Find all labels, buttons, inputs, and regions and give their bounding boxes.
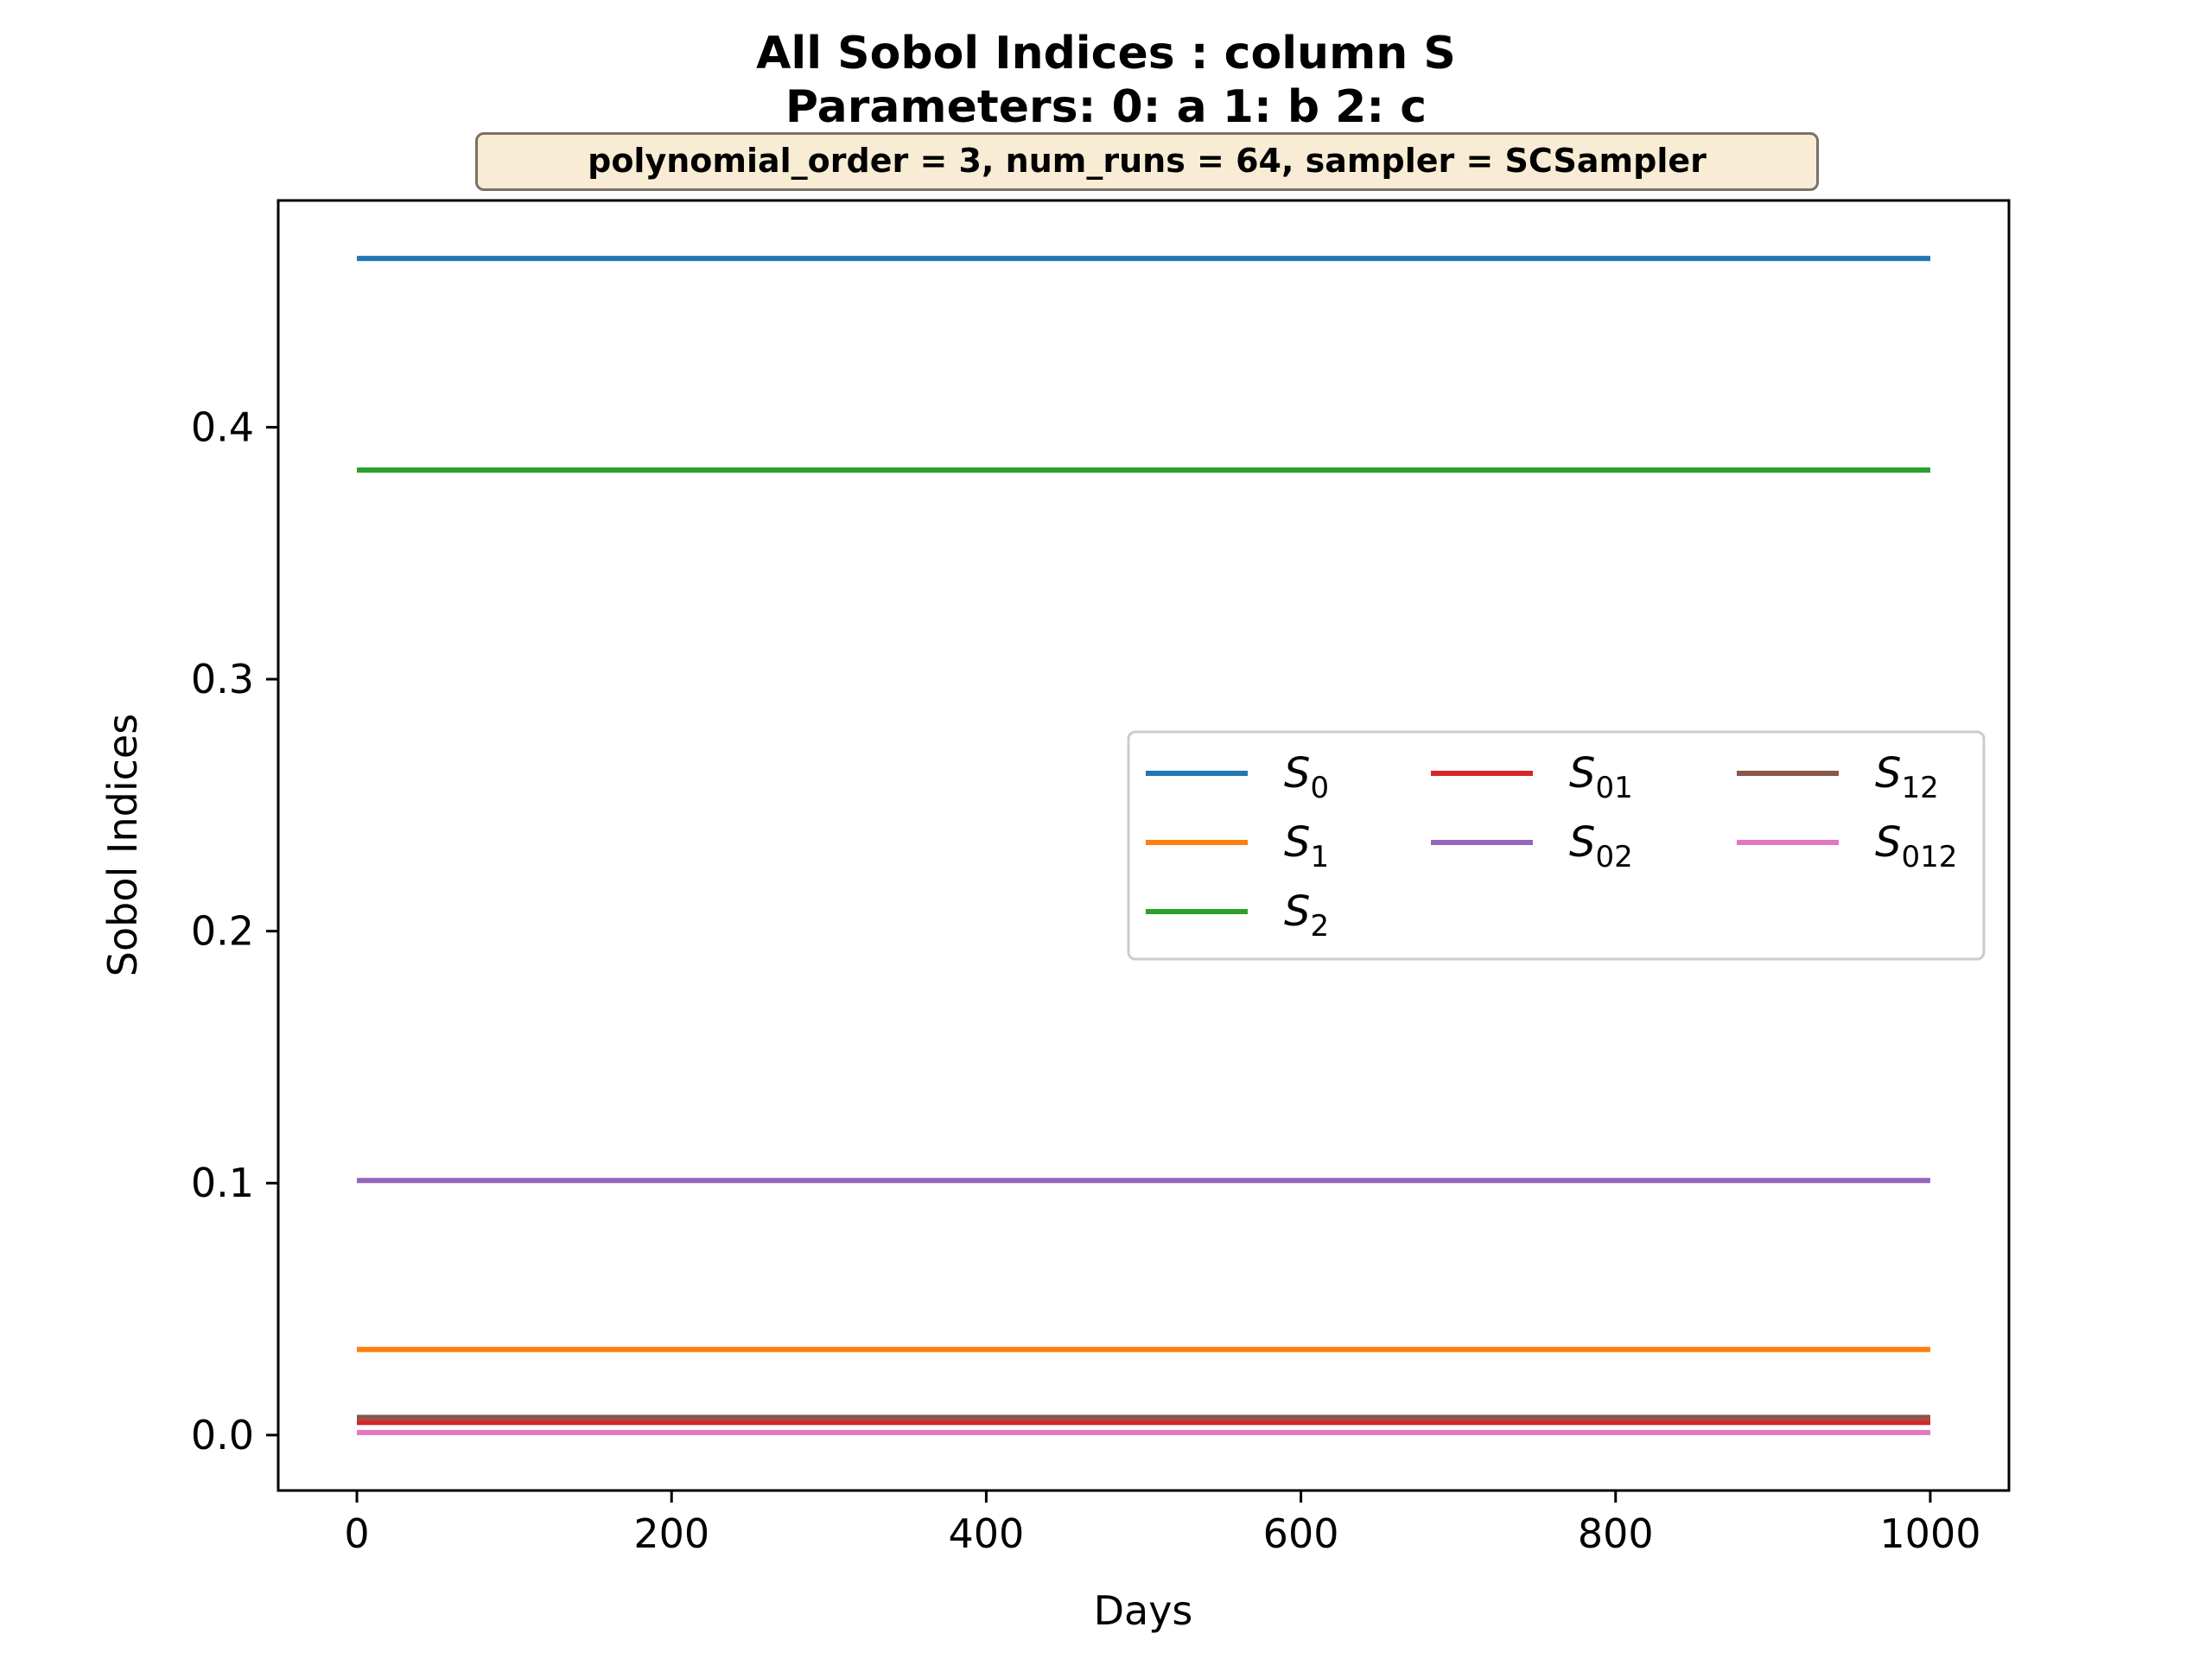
legend-frame xyxy=(1127,730,1986,961)
legend-label: S0 xyxy=(1284,749,1329,805)
x-tick-label: 200 xyxy=(633,1510,709,1557)
legend-item-s2: S2 xyxy=(1146,887,1329,944)
legend-item-s1: S1 xyxy=(1146,818,1329,874)
chart-title: All Sobol Indices : column S xyxy=(756,28,1456,79)
legend-item-s01: S01 xyxy=(1431,749,1633,805)
legend-label: S01 xyxy=(1569,749,1633,805)
x-tick-label: 400 xyxy=(949,1510,1025,1557)
plot-frame xyxy=(276,199,2011,1492)
legend-label: S12 xyxy=(1875,749,1939,805)
series-layer xyxy=(357,256,1930,1435)
x-axis: 0 200 400 600 800 1000 xyxy=(344,1491,1980,1557)
y-tick-label: 0.0 xyxy=(191,1412,254,1459)
legend-label: S02 xyxy=(1569,818,1633,874)
legend-item-s12: S12 xyxy=(1737,749,1939,805)
legend-label: S012 xyxy=(1875,818,1957,874)
legend-item-s012: S012 xyxy=(1737,818,1957,874)
legend-label: S1 xyxy=(1284,818,1329,874)
x-tick-label: 800 xyxy=(1578,1510,1654,1557)
x-axis-label: Days xyxy=(1094,1587,1193,1634)
y-axis-label: Sobol Indices xyxy=(99,714,146,976)
x-tick-label: 1000 xyxy=(1879,1510,1980,1557)
settings-annotation-box: polynomial_order = 3, num_runs = 64, sam… xyxy=(475,132,1819,191)
settings-annotation-text: polynomial_order = 3, num_runs = 64, sam… xyxy=(588,142,1707,180)
y-axis: 0.0 0.1 0.2 0.3 0.4 xyxy=(191,404,278,1459)
legend-item-s0: S0 xyxy=(1146,749,1329,805)
y-tick-label: 0.3 xyxy=(191,656,254,702)
y-tick-label: 0.2 xyxy=(191,908,254,955)
legend-item-s02: S02 xyxy=(1431,818,1633,874)
legend-entries: S0 S1 S2 S01 S02 S12 S012 xyxy=(1146,749,1957,944)
y-tick-label: 0.4 xyxy=(191,404,254,450)
chart-title-parameters: Parameters: 0: a 1: b 2: c xyxy=(785,81,1427,133)
y-tick-label: 0.1 xyxy=(191,1160,254,1206)
legend-label: S2 xyxy=(1284,887,1329,944)
x-tick-label: 0 xyxy=(344,1510,369,1557)
x-tick-label: 600 xyxy=(1263,1510,1339,1557)
legend: S0 S1 S2 S01 S02 S12 S012 xyxy=(1127,730,1986,961)
